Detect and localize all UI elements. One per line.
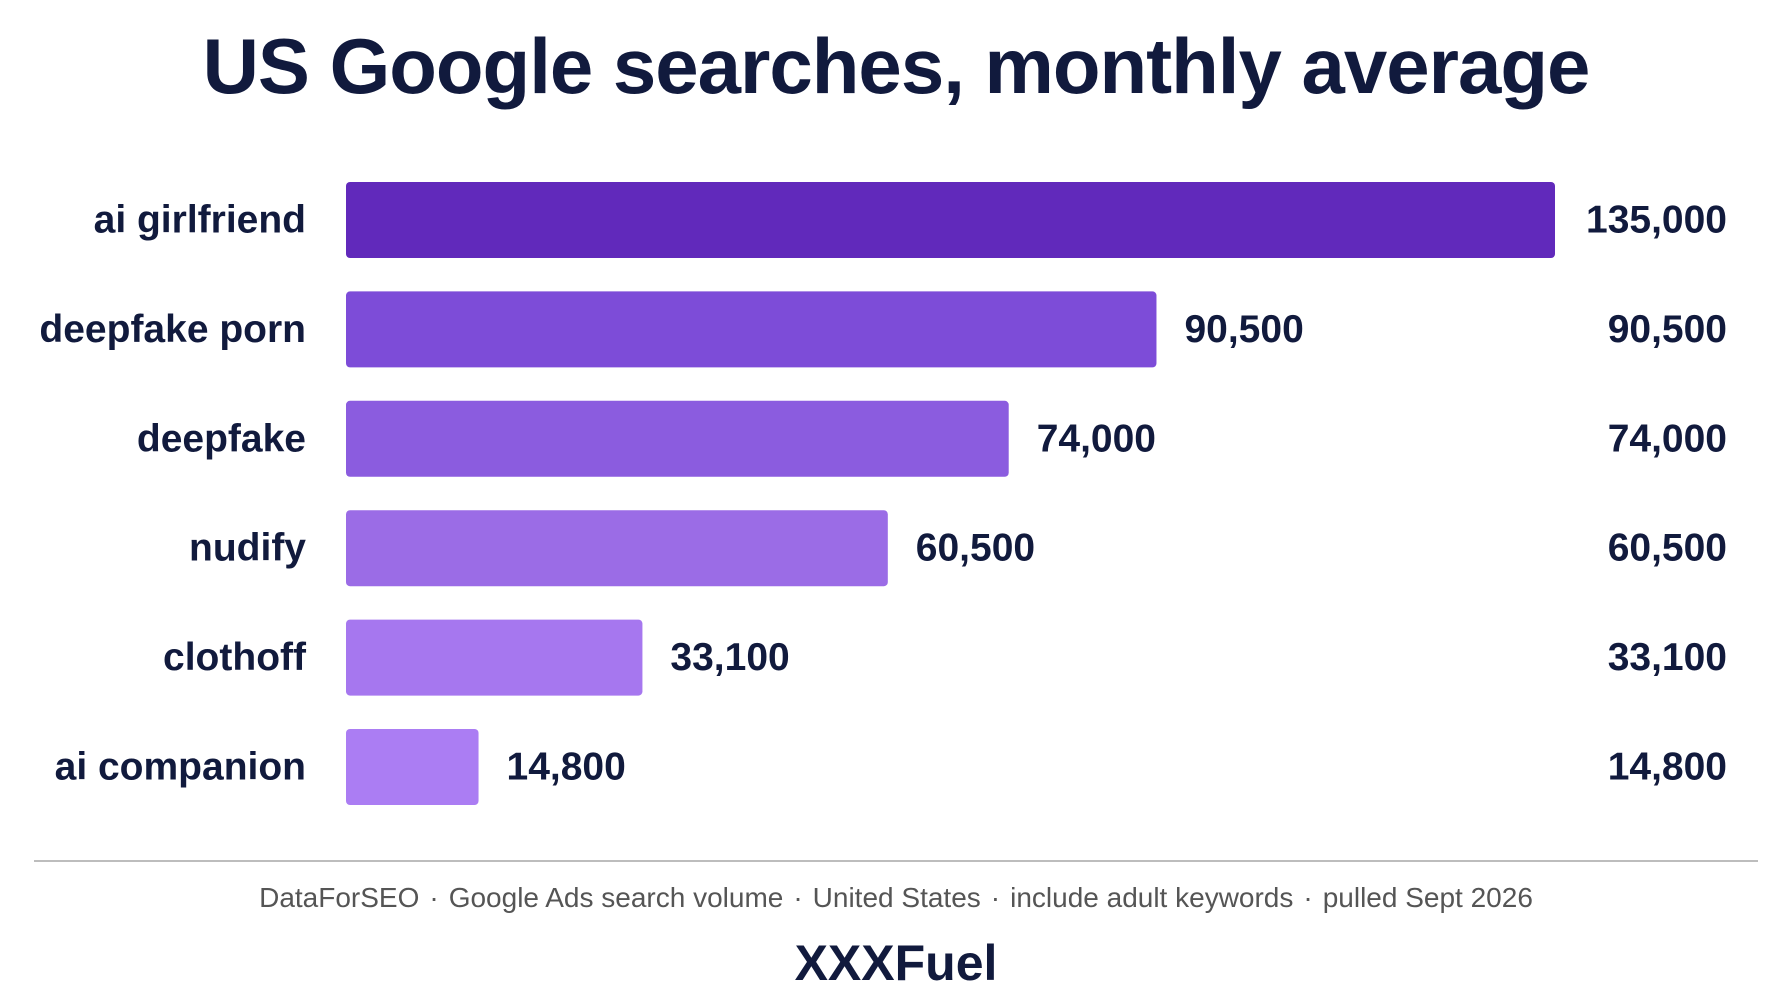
- category-label: nudify: [189, 527, 306, 570]
- source-part-date: pulled Sept 2026: [1322, 882, 1533, 913]
- right-column-value-label: 135,000: [1586, 199, 1727, 242]
- category-label: ai companion: [55, 746, 306, 789]
- bar-ai-girlfriend: [346, 182, 1555, 258]
- footer-divider: [34, 860, 1758, 862]
- brand-logo-text: XXXFuel: [794, 935, 998, 991]
- bar-value-label: 60,500: [916, 527, 1035, 570]
- source-part-filter: include adult keywords: [1010, 882, 1294, 913]
- right-column-value-label: 33,100: [1608, 636, 1727, 679]
- bars-group: ai girlfriend 135,000 deepfake porn 90,500 9…: [39, 182, 1727, 805]
- source-separator: ·: [429, 882, 439, 913]
- right-column-value-label: 90,500: [1608, 308, 1727, 351]
- source-part-metric: Google Ads search volume: [448, 882, 784, 913]
- bar-deepfake: [346, 400, 1009, 477]
- source-line: DataForSEO · Google Ads search volume · Unit…: [0, 882, 1792, 914]
- bar-clothoff: [346, 619, 643, 696]
- bar-deepfake-porn: [346, 291, 1157, 368]
- bar-nudify: [346, 510, 888, 587]
- right-column-value-label: 60,500: [1608, 527, 1727, 570]
- right-column-value-label: 74,000: [1608, 417, 1727, 460]
- bar-value-label: 90,500: [1184, 308, 1303, 351]
- chart-title: US Google searches, monthly average: [202, 22, 1591, 110]
- bar-value-label: 74,000: [1037, 417, 1156, 460]
- source-part-provider: DataForSEO: [259, 882, 420, 913]
- bar-value-label: 14,800: [507, 746, 626, 789]
- bar-value-label: 33,100: [670, 636, 789, 679]
- right-column-value-label: 14,800: [1608, 746, 1727, 789]
- source-part-region: United States: [812, 882, 981, 913]
- category-label: ai girlfriend: [94, 199, 306, 242]
- category-label: clothoff: [163, 636, 307, 679]
- source-separator: ·: [1303, 882, 1313, 913]
- category-label: deepfake porn: [39, 308, 306, 351]
- category-label: deepfake: [137, 417, 306, 460]
- source-separator: ·: [990, 882, 1001, 913]
- source-separator: ·: [793, 882, 803, 913]
- bar-ai-companion: [346, 729, 479, 805]
